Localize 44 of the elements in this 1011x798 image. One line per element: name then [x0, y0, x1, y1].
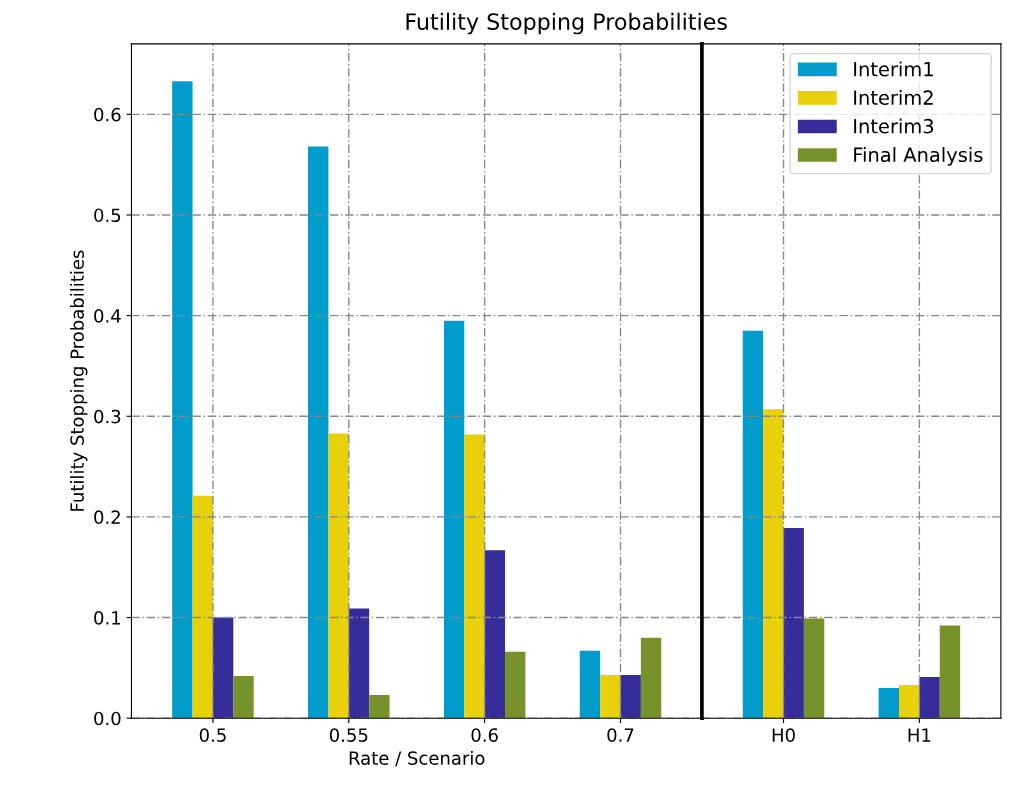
bar — [640, 637, 662, 719]
x-tick-label: H0 — [772, 728, 795, 742]
y-tick-label: 0.6 — [94, 107, 121, 122]
bar — [464, 434, 485, 719]
bar — [212, 617, 234, 719]
y-axis-title: Futility Stopping Probabilities — [69, 250, 88, 511]
x-tick-label: H1 — [908, 728, 931, 742]
legend-label: Interim3 — [854, 118, 934, 134]
bar — [192, 495, 213, 719]
bar — [878, 688, 899, 719]
x-tick-label: 0.7 — [607, 728, 634, 742]
bar — [919, 676, 940, 719]
bar — [308, 146, 329, 719]
y-tick-label: 0.2 — [94, 510, 120, 525]
bar — [899, 684, 920, 719]
chart-title: Futility Stopping Probabilities — [406, 12, 727, 35]
y-tick-label: 0.1 — [94, 611, 121, 625]
x-tick-label: 0.5 — [199, 728, 226, 742]
x-axis-title: Rate / Scenario — [349, 750, 485, 767]
bar — [484, 550, 506, 719]
bar — [620, 674, 641, 719]
bar — [328, 433, 349, 719]
legend-label: Interim1 — [854, 61, 933, 77]
bar — [742, 330, 764, 719]
bar — [600, 674, 621, 719]
bar — [803, 618, 825, 719]
bar — [763, 409, 784, 719]
y-tick-label: 0.0 — [94, 711, 121, 726]
x-tick-label: 0.6 — [471, 728, 498, 742]
y-tick-label: 0.4 — [94, 309, 121, 323]
x-tick-label: 0.55 — [329, 728, 368, 742]
bar — [443, 320, 465, 719]
y-tick-label: 0.5 — [94, 208, 121, 223]
bar — [505, 651, 526, 719]
y-tick-label: 0.3 — [94, 409, 121, 424]
legend-label: Final Analysis — [854, 147, 983, 166]
legend-label: Interim2 — [854, 89, 933, 105]
bar — [233, 675, 254, 719]
bar — [369, 695, 390, 719]
bar — [783, 527, 804, 719]
bar — [348, 608, 370, 719]
bar — [939, 625, 961, 719]
bar — [172, 81, 193, 719]
bar — [579, 650, 601, 719]
